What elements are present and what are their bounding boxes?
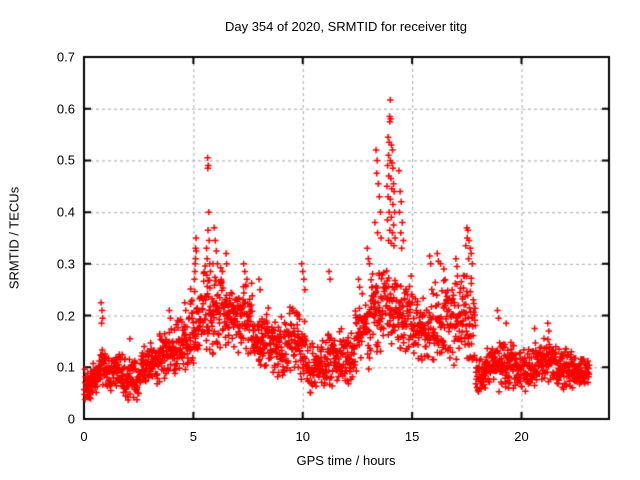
y-tick-label: 0.7 (56, 49, 75, 65)
y-tick-label: 0.6 (56, 101, 75, 117)
x-tick-label: 20 (514, 429, 529, 444)
y-tick-label: 0.4 (56, 204, 75, 220)
y-tick-label: 0 (67, 411, 75, 427)
chart-title: Day 354 of 2020, SRMTID for receiver tit… (224, 19, 468, 34)
y-tick-label: 0.1 (56, 359, 75, 375)
x-tick-label: 5 (189, 429, 197, 444)
y-tick-label: 0.3 (56, 256, 75, 272)
x-tick-label: 15 (404, 429, 420, 444)
y-tick-label: 0.2 (56, 308, 75, 324)
y-tick-label: 0.5 (56, 152, 75, 168)
y-axis-label: SRMTID / TECUs (6, 186, 22, 290)
x-tick-label: 10 (295, 429, 310, 444)
x-tick-label: 0 (80, 429, 88, 444)
x-axis-label: GPS time / hours (296, 453, 396, 468)
